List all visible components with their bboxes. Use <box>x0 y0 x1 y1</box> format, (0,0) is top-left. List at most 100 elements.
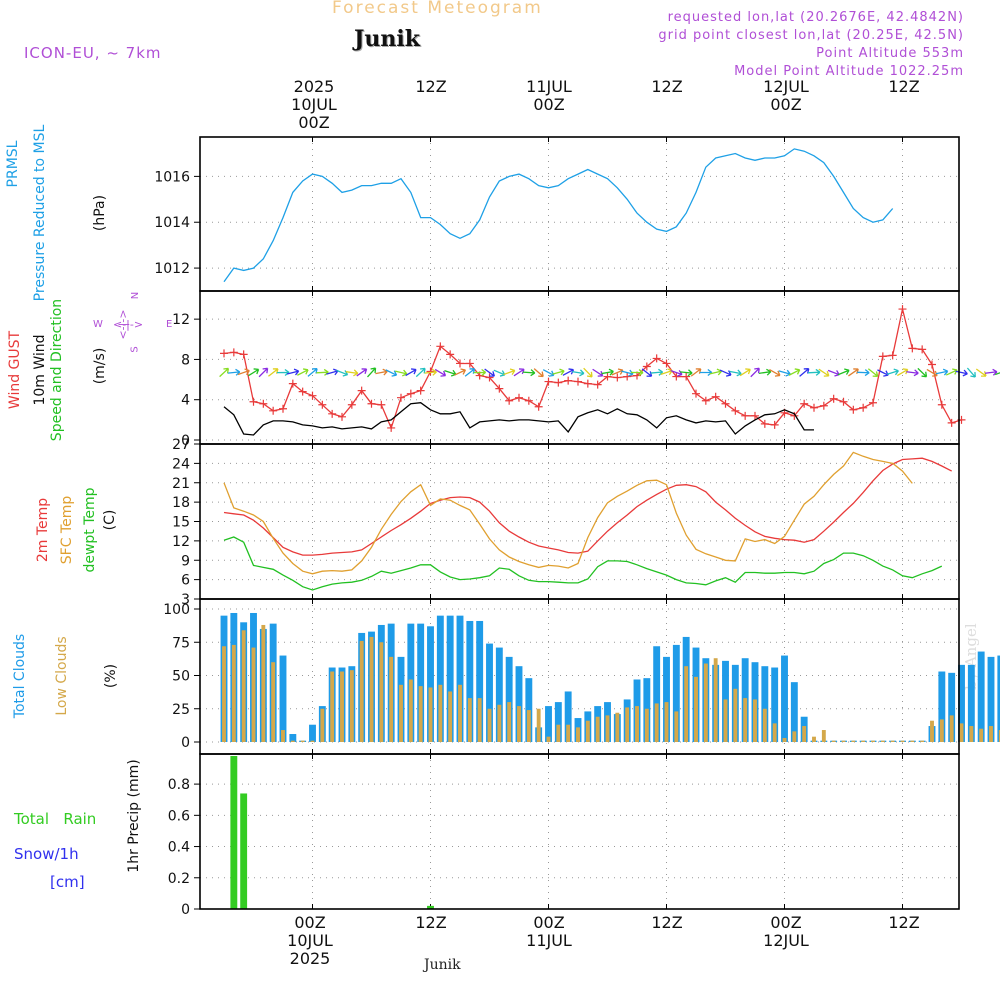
y-tick-label: 0 <box>181 735 190 751</box>
gust-marker <box>652 354 661 363</box>
gust-marker <box>485 373 494 382</box>
wind-direction-arrow <box>356 368 368 377</box>
gust-marker <box>338 412 346 421</box>
gridpoint-coords: grid point closest lon,lat (20.25E, 42.5… <box>658 28 964 43</box>
gust-marker <box>495 384 504 393</box>
total-cloud-bar <box>495 647 503 742</box>
low-cloud-bar <box>733 688 738 742</box>
wind-direction-arrow <box>424 368 437 376</box>
low-cloud-bar <box>507 702 512 742</box>
low-cloud-bar <box>290 740 295 742</box>
pressure-frame <box>199 136 960 292</box>
gust-marker <box>751 411 759 420</box>
y-tick-label: 1012 <box>154 261 190 277</box>
total-cloud-bar <box>466 620 474 742</box>
wind-direction-arrow <box>994 368 1000 376</box>
temperature-panel: 3 6 9 12 15 18 21 24 27 <box>172 437 960 608</box>
meteogram-title: Forecast Meteogram <box>332 0 543 18</box>
wind-direction-arrow <box>297 368 309 376</box>
pressure-panel: 1012 1014 1016 <box>154 136 960 292</box>
low-cloud-bar <box>477 698 482 742</box>
y-tick-label: 25 <box>172 702 190 718</box>
total-cloud-bar <box>564 691 572 742</box>
low-cloud-bar <box>910 740 915 742</box>
total-cloud-bar <box>977 651 985 742</box>
wind-direction-arrow <box>857 369 870 377</box>
low-cloud-bar <box>998 730 1000 742</box>
gust-marker <box>928 360 936 369</box>
gust-marker <box>524 396 533 405</box>
low-cloud-bar <box>241 630 246 742</box>
wind-direction-arrow <box>493 369 506 377</box>
bottom-time-label: 00Z 10JUL 2025 <box>287 913 333 968</box>
gust-marker <box>367 399 376 408</box>
gust-marker <box>642 362 651 371</box>
y-tick-label: 75 <box>172 635 190 651</box>
gust-marker <box>810 403 818 412</box>
low-cloud-bar <box>930 720 934 742</box>
snow-unit: [cm] <box>50 873 85 891</box>
gust-marker <box>888 351 897 360</box>
gust-marker <box>672 372 681 381</box>
wind-frame <box>199 290 960 445</box>
low-cloud-bar <box>349 670 354 742</box>
total-cloud-bar <box>309 724 316 742</box>
low-cloud-bar <box>861 740 866 742</box>
gust-marker <box>849 405 858 414</box>
low-cloud-bar <box>340 671 344 742</box>
snow-label: Snow/1h <box>14 845 79 863</box>
wind-direction-arrow <box>886 368 899 376</box>
low-cloud-bar <box>635 706 639 742</box>
total-cloud-bar <box>771 667 779 742</box>
low-cloud-bar <box>664 702 669 742</box>
gust-marker <box>220 349 228 358</box>
sfc-temp-line <box>223 451 913 575</box>
wind-direction-arrow <box>799 368 810 377</box>
gust-marker <box>947 418 956 427</box>
wind-direction-arrow <box>935 368 949 376</box>
wind-direction-arrow <box>945 368 958 376</box>
gust-marker <box>406 389 415 398</box>
precip-panel: 0 0.2 0.4 0.6 0.8 <box>168 753 960 918</box>
y-tick-label: 21 <box>172 476 190 492</box>
low-cloud-bar <box>831 740 836 742</box>
wind-direction-arrow <box>583 367 593 378</box>
low-cloud-bar <box>418 686 423 742</box>
wind-direction-arrow <box>719 369 732 377</box>
low-cloud-bar <box>644 708 649 742</box>
gust-marker <box>298 387 307 396</box>
total-cloud-bar <box>525 678 533 742</box>
top-time-label: 12Z <box>888 77 920 96</box>
bottom-time-label: 00Z 12JUL <box>763 913 809 950</box>
low-cloud-bar <box>526 710 531 742</box>
y-tick-label: 100 <box>163 602 190 618</box>
gust-marker <box>869 398 877 407</box>
low-cloud-bar <box>281 730 285 742</box>
y-tick-label: 1014 <box>154 215 190 231</box>
total-cloud-bar <box>663 656 670 742</box>
low-cloud-bar <box>585 720 590 742</box>
low-cloud-bar <box>979 728 984 742</box>
gust-marker <box>800 399 809 408</box>
low-cloud-bar <box>300 740 305 742</box>
low-cloud-bar <box>546 736 551 742</box>
model-altitude: Model Point Altitude 1022.25m <box>734 64 964 79</box>
low-cloud-bar <box>841 740 846 742</box>
gust-marker <box>534 402 543 411</box>
gust-marker <box>839 397 848 406</box>
requested-coords: requested lon,lat (20.2676E, 42.4842N) <box>667 10 964 25</box>
total-cloud-bar <box>761 666 769 742</box>
gust-marker <box>377 400 386 409</box>
gust-marker <box>436 342 445 351</box>
wind-direction-arrow <box>827 369 840 377</box>
total-cloud-bar <box>948 672 956 742</box>
compass-west: W <box>93 319 103 330</box>
gust-marker <box>229 348 238 357</box>
wind-direction-arrow <box>955 369 968 377</box>
gust-marker <box>554 378 563 387</box>
low-cloud-bar <box>802 726 807 742</box>
wind-direction-arrow <box>867 368 879 377</box>
gust-marker <box>544 377 553 386</box>
total-cloud-bar <box>781 655 788 742</box>
low-cloud-bar <box>880 740 885 742</box>
